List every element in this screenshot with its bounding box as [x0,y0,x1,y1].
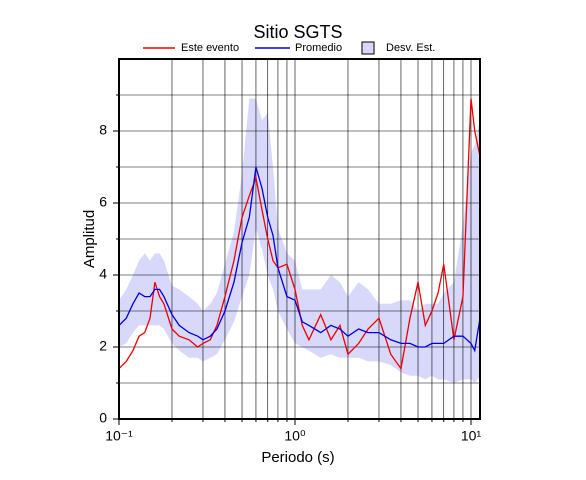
y-tick-label: 8 [99,122,107,138]
legend-swatch [361,41,375,55]
legend-label: Desv. Est. [386,42,435,54]
legend-label: Este evento [181,42,239,54]
x-axis-label: Periodo (s) [261,449,334,466]
y-axis-label: Amplitud [81,210,98,268]
chart-title: Sitio SGTS [253,22,342,42]
y-tick-label: 4 [99,266,107,282]
y-tick-label: 2 [99,338,107,354]
legend-label: Promedio [295,42,342,54]
x-tick-label: 10⁰ [284,428,306,444]
x-tick-label: 10⁻¹ [105,428,133,444]
x-tick-label: 10¹ [461,428,482,444]
y-tick-label: 0 [99,410,107,426]
y-tick-label: 6 [99,194,107,210]
std-band [119,98,480,383]
series-line [118,166,481,353]
